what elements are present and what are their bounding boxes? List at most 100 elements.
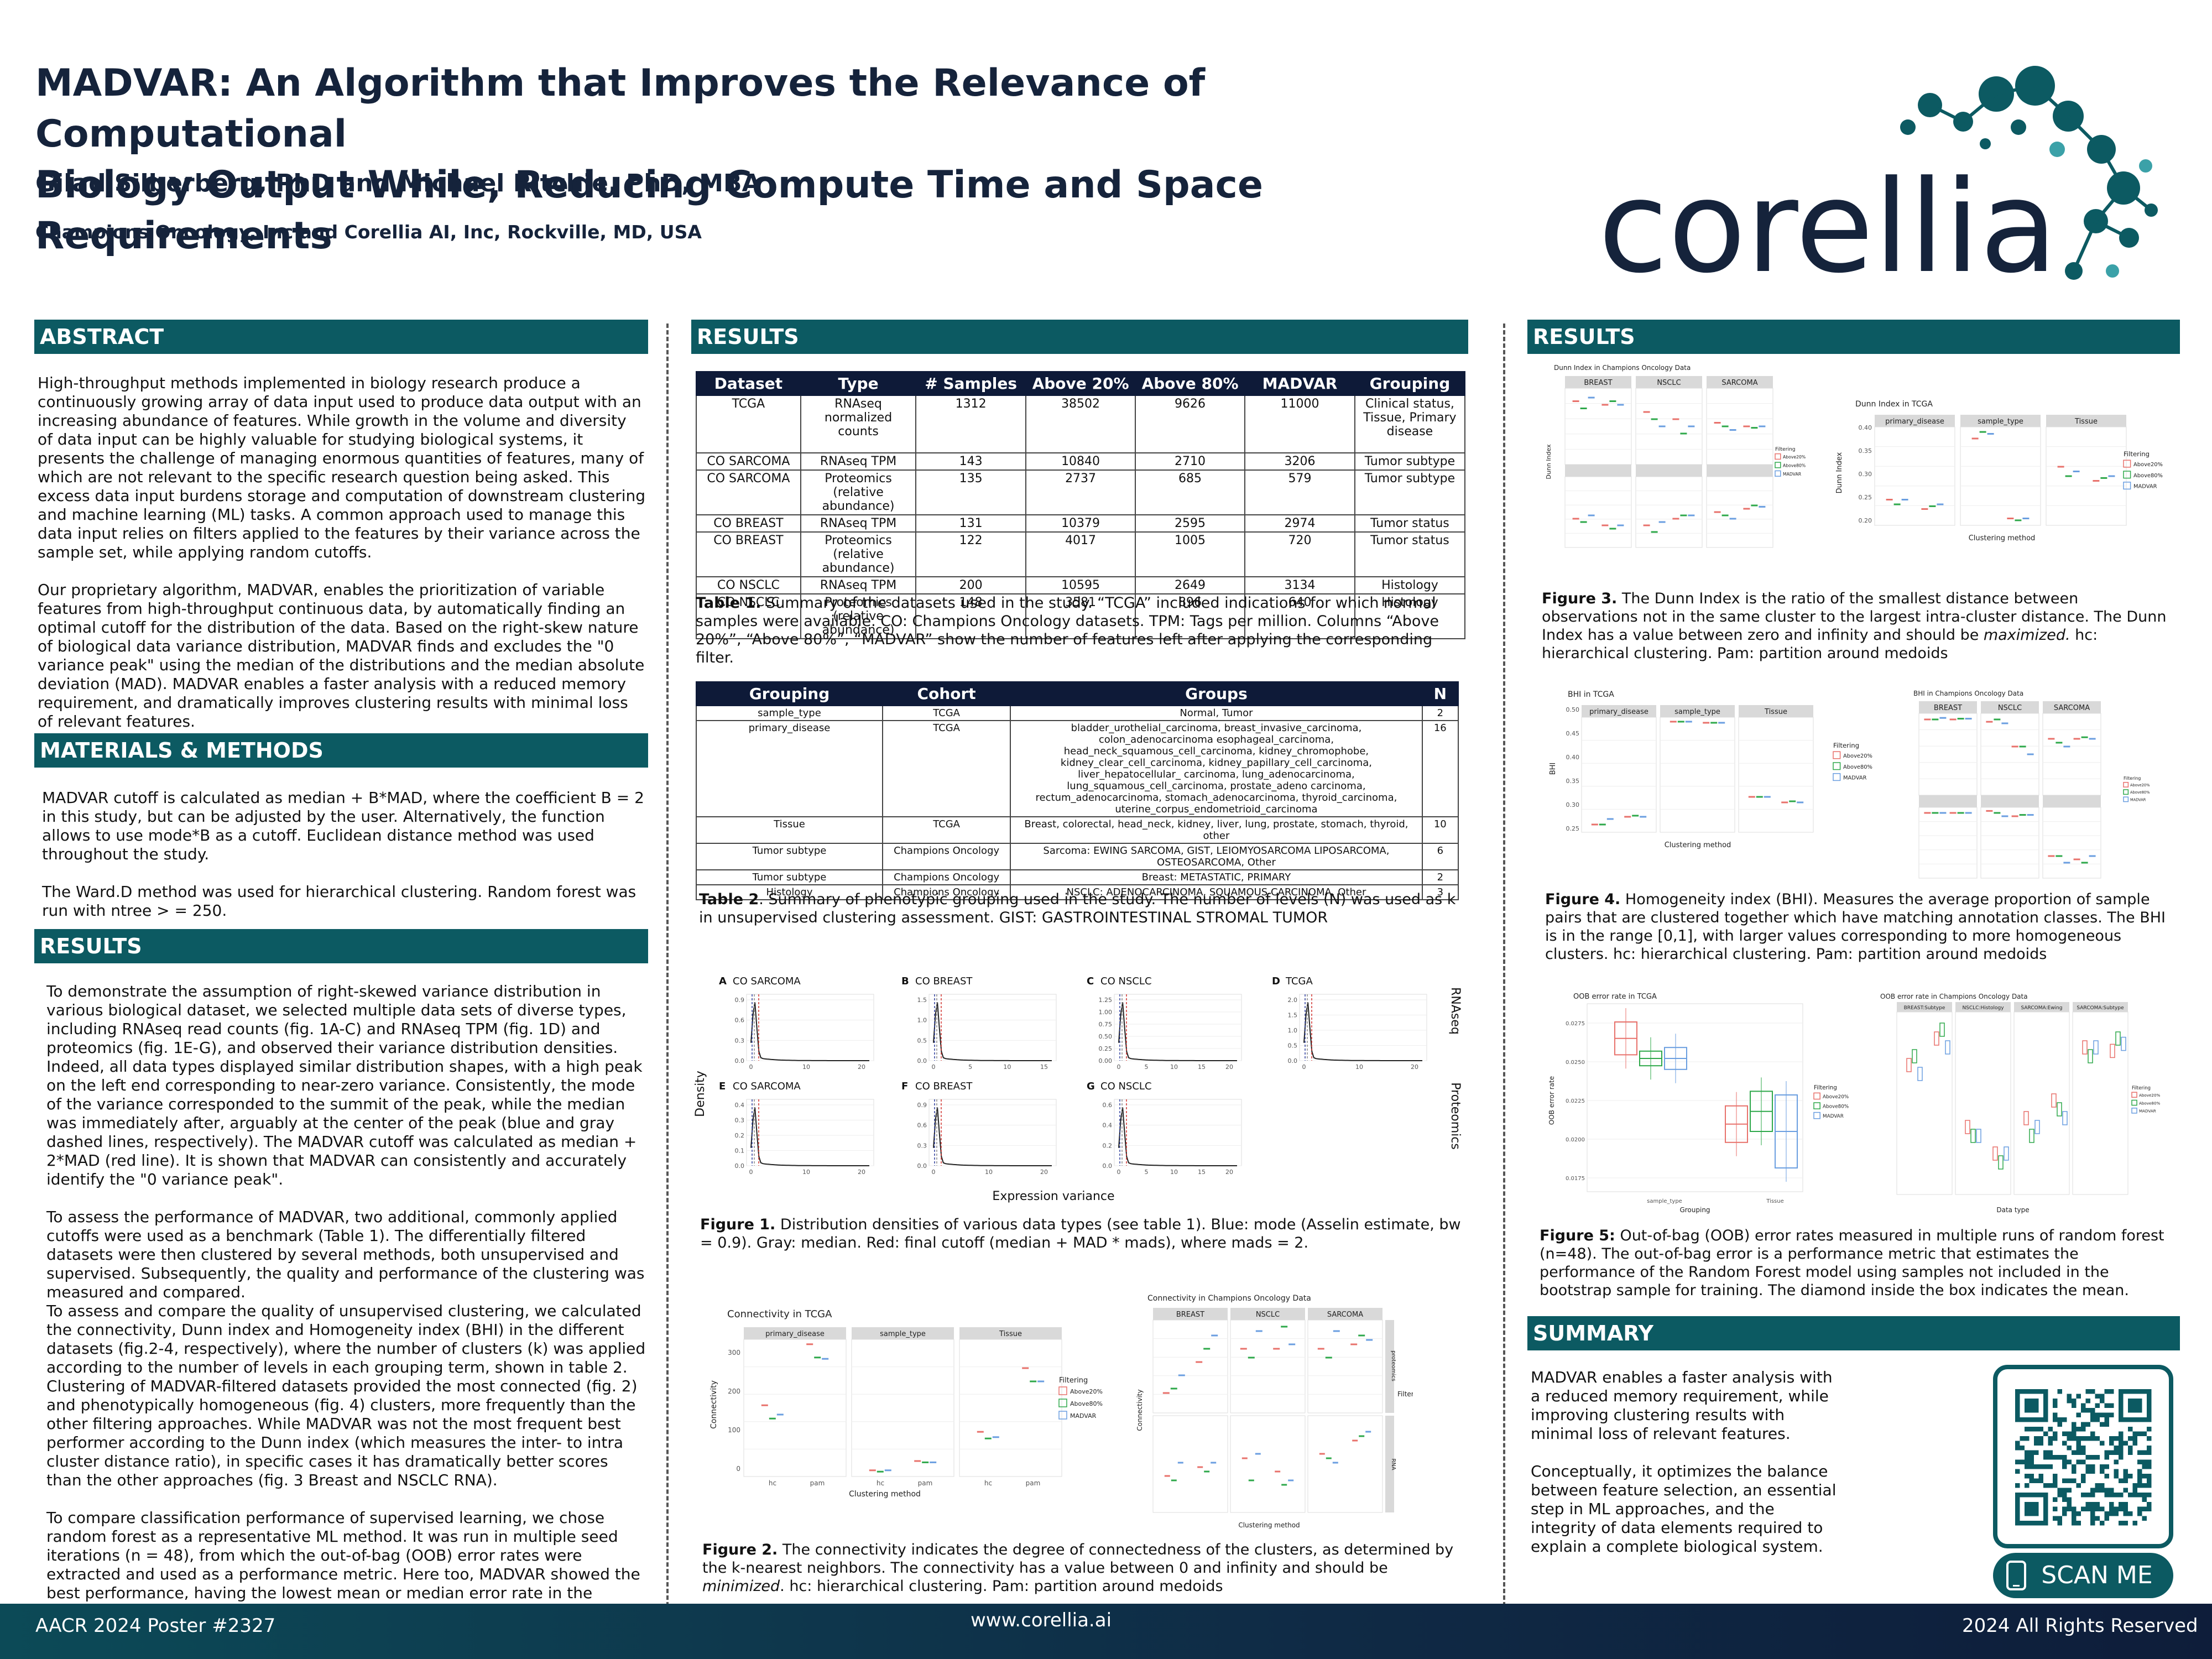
y-tick-label: 0.25 bbox=[1099, 1045, 1113, 1052]
qr-module bbox=[2081, 1427, 2086, 1432]
oob-box bbox=[1906, 1058, 1912, 1072]
methods-paragraph-1: MADVAR cutoff is calculated as median + … bbox=[42, 789, 644, 863]
y-tick-label: 0.0250 bbox=[1566, 1060, 1585, 1066]
qr-module bbox=[2085, 1436, 2090, 1441]
y-tick-label: 1.5 bbox=[917, 997, 927, 1004]
facet-strip bbox=[1919, 795, 1977, 807]
qr-module bbox=[2104, 1422, 2109, 1427]
x-tick-label: 20 bbox=[858, 1168, 865, 1176]
qr-module bbox=[2109, 1436, 2114, 1441]
y-tick-label: 0.3 bbox=[735, 1037, 745, 1044]
y-tick-label: 0.0 bbox=[1103, 1162, 1113, 1170]
qr-module bbox=[2072, 1399, 2077, 1404]
qr-module bbox=[2081, 1493, 2086, 1498]
qr-module bbox=[2085, 1422, 2090, 1427]
table-1-cell: CO SARCOMA bbox=[696, 469, 801, 515]
qr-module bbox=[2147, 1450, 2152, 1455]
qr-module bbox=[2104, 1516, 2109, 1521]
figure-1-caption-text: Distribution densities of various data t… bbox=[700, 1216, 1461, 1251]
qr-module bbox=[2076, 1511, 2081, 1516]
y-tick-label: 100 bbox=[728, 1426, 740, 1434]
qr-module bbox=[2114, 1506, 2119, 1511]
qr-module bbox=[2067, 1446, 2072, 1451]
x-axis-label: Clustering method bbox=[849, 1490, 921, 1499]
qr-module bbox=[2020, 1446, 2025, 1451]
table-1-cell: 131 bbox=[915, 514, 1027, 533]
qr-module bbox=[2132, 1521, 2137, 1526]
qr-module bbox=[2090, 1389, 2095, 1394]
scan-me-button[interactable]: SCAN ME bbox=[1993, 1553, 2173, 1598]
table-2-cell: bladder_urothelial_carcinoma, breast_inv… bbox=[1010, 720, 1423, 817]
table-2-cell: Histology bbox=[696, 884, 883, 900]
table-2-row: primary_disease TCGA bladder_urothelial_ca… bbox=[696, 720, 1459, 817]
methods-paragraph-2: The Ward.D method was used for hierarchi… bbox=[42, 883, 637, 920]
legend-item: Above80% bbox=[2133, 473, 2163, 479]
legend-item: Above20% bbox=[1070, 1388, 1103, 1395]
legend-key bbox=[1058, 1411, 1067, 1420]
figure-2: Connectivity in TCGA primary_disease sampl… bbox=[694, 1288, 1413, 1532]
qr-module bbox=[2090, 1412, 2095, 1417]
x-tick-label: 10 bbox=[802, 1168, 810, 1176]
qr-module bbox=[2053, 1516, 2058, 1521]
qr-module bbox=[2142, 1493, 2147, 1498]
plot-title: BHI in TCGA bbox=[1568, 690, 1614, 699]
qr-module bbox=[2095, 1412, 2100, 1417]
qr-module bbox=[2072, 1422, 2077, 1427]
table-2-cell: Breast: METASTATIC, PRIMARY bbox=[1010, 869, 1423, 885]
facet-strip bbox=[852, 1327, 954, 1339]
table-1-row: CO SARCOMA Proteomics (relative abundance… bbox=[696, 469, 1466, 515]
y-tick-label: 0.0 bbox=[735, 1057, 745, 1065]
facet-label: RNA bbox=[1390, 1458, 1396, 1470]
panel-frame bbox=[746, 994, 874, 1061]
footer-website-link[interactable]: www.corellia.ai bbox=[971, 1609, 1112, 1631]
y-tick-label: 0.35 bbox=[1859, 447, 1872, 455]
table-1-header-4: Above 80% bbox=[1135, 371, 1246, 396]
qr-code[interactable] bbox=[1993, 1365, 2173, 1548]
qr-module bbox=[2076, 1446, 2081, 1451]
qr-module bbox=[2147, 1483, 2152, 1488]
facet-panel bbox=[1230, 1415, 1306, 1513]
panel-letter: F bbox=[901, 1081, 908, 1092]
legend-key bbox=[1833, 751, 1841, 759]
table-1-cell: CO BREAST bbox=[696, 514, 801, 533]
qr-module bbox=[2025, 1474, 2030, 1479]
facet-strip bbox=[2043, 795, 2101, 807]
x-tick-label: 0 bbox=[1117, 1168, 1121, 1176]
qr-module bbox=[2090, 1493, 2095, 1498]
table-2-cell: Sarcoma: EWING SARCOMA, GIST, LEIOMYOSAR… bbox=[1010, 843, 1423, 870]
facet-label: sample_type bbox=[880, 1330, 926, 1338]
table-2: Grouping Cohort Groups N sample_type TCGA Nor… bbox=[696, 681, 1459, 900]
table-1-row: CO BREAST Proteomics (relative abundance)… bbox=[696, 531, 1466, 577]
y-tick-label: 0.6 bbox=[735, 1017, 745, 1024]
legend-item: Above20% bbox=[1823, 1094, 1849, 1100]
panel-letter: G bbox=[1087, 1081, 1095, 1092]
y-tick-label: 0.0225 bbox=[1566, 1098, 1585, 1104]
results-heading-middle: RESULTS bbox=[691, 320, 1468, 354]
facet-label: sample_type bbox=[1674, 708, 1720, 716]
summary-body: MADVAR enables a faster analysis with a … bbox=[1531, 1368, 1840, 1575]
facet-panel bbox=[743, 1339, 847, 1477]
facet-strip bbox=[1636, 465, 1702, 477]
table-1-cell: 1005 bbox=[1135, 531, 1246, 577]
table-1-cell: Tumor subtype bbox=[1354, 452, 1466, 471]
qr-module bbox=[2057, 1521, 2062, 1526]
qr-module bbox=[2114, 1469, 2119, 1474]
table-1-cell: 2974 bbox=[1244, 514, 1355, 533]
facet-strip bbox=[1153, 1308, 1228, 1320]
table-2-cell: Champions Oncology bbox=[881, 869, 1011, 885]
qr-module bbox=[2142, 1506, 2147, 1511]
qr-finder-core bbox=[2025, 1399, 2039, 1413]
qr-module bbox=[2123, 1488, 2128, 1493]
oob-box bbox=[2088, 1049, 2093, 1063]
qr-module bbox=[2090, 1521, 2095, 1526]
qr-module bbox=[2123, 1502, 2128, 1507]
qr-module bbox=[2085, 1464, 2090, 1469]
qr-module bbox=[2137, 1474, 2142, 1479]
table-1-cell: RNAseq TPM bbox=[800, 514, 917, 533]
qr-module bbox=[2062, 1497, 2067, 1502]
table-2-cell: Champions Oncology bbox=[881, 843, 1011, 870]
legend-key bbox=[2123, 482, 2131, 490]
qr-module bbox=[2109, 1450, 2114, 1455]
legend-key bbox=[2131, 1092, 2137, 1098]
x-tick-label: hc bbox=[769, 1479, 776, 1487]
